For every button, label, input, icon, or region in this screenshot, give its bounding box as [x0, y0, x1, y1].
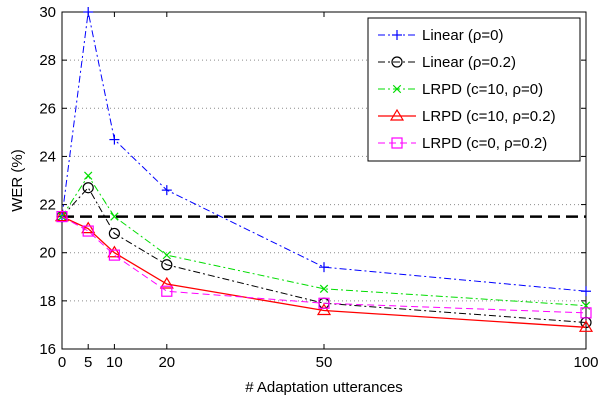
- data-point: [581, 286, 591, 297]
- y-tick-label: 16: [39, 341, 56, 358]
- data-point: [83, 7, 94, 17]
- legend-marker: [392, 84, 402, 94]
- data-point: [82, 225, 94, 237]
- x-tick-label: 0: [58, 354, 66, 371]
- x-tick-label: 5: [84, 354, 92, 371]
- data-point: [109, 134, 120, 145]
- legend-label: Linear (ρ=0.2): [422, 54, 516, 71]
- data-point: [110, 212, 119, 221]
- legend-item: Linear (ρ=0): [378, 27, 504, 44]
- series-line: [61, 216, 587, 314]
- data-point: [54, 209, 70, 222]
- data-point: [81, 221, 96, 234]
- y-tick-label: 24: [39, 148, 56, 165]
- legend: Linear (ρ=0) Linear (ρ=0.2) LRPD (c=10, ρ=…: [367, 17, 581, 162]
- y-tick-label: 28: [39, 52, 56, 69]
- y-axis-label: WER (%): [9, 149, 26, 212]
- x-axis-label: # Adaptation utterances: [245, 379, 403, 396]
- legend-label: LRPD (c=0, ρ=0.2): [422, 135, 547, 152]
- data-point: [578, 320, 594, 332]
- data-point: [161, 185, 172, 196]
- data-point: [580, 307, 592, 319]
- y-tick-label: 18: [39, 293, 56, 310]
- legend-marker: [391, 56, 403, 68]
- data-point: [162, 250, 171, 260]
- legend-item: LRPD (c=10, ρ=0): [378, 81, 543, 98]
- data-point: [108, 227, 121, 240]
- x-tick-label: 20: [158, 354, 175, 371]
- series-4: [56, 211, 592, 319]
- y-tick-label: 22: [39, 197, 56, 214]
- data-point: [84, 171, 93, 180]
- data-point: [56, 211, 68, 223]
- legend-label: Linear (ρ=0): [422, 27, 504, 44]
- data-point: [318, 297, 330, 309]
- x-tick-label: 10: [106, 354, 123, 371]
- data-point: [316, 303, 332, 316]
- data-point: [319, 284, 329, 293]
- legend-marker: [391, 137, 403, 149]
- y-tick-label: 26: [39, 100, 56, 117]
- data-point: [319, 262, 329, 273]
- data-point: [159, 276, 174, 289]
- series-line: [61, 186, 587, 324]
- series-line: [61, 11, 587, 292]
- x-tick-label: 50: [316, 354, 333, 371]
- legend-item: LRPD (c=0, ρ=0.2): [378, 135, 547, 152]
- series-0: [57, 7, 591, 297]
- legend-marker: [389, 108, 405, 121]
- legend-item: LRPD (c=10, ρ=0.2): [378, 108, 556, 125]
- data-point: [108, 249, 121, 261]
- legend-label: LRPD (c=10, ρ=0): [422, 81, 543, 98]
- legend-label: LRPD (c=10, ρ=0.2): [422, 108, 556, 125]
- series-line: [61, 174, 587, 307]
- legend-marker: [392, 30, 402, 40]
- x-tick-label: 100: [573, 354, 598, 371]
- data-point: [161, 285, 173, 297]
- data-point: [82, 182, 94, 194]
- y-tick-label: 30: [39, 4, 56, 21]
- y-tick-label: 20: [39, 245, 56, 262]
- data-point: [161, 259, 173, 271]
- legend-item: Linear (ρ=0.2): [378, 54, 516, 71]
